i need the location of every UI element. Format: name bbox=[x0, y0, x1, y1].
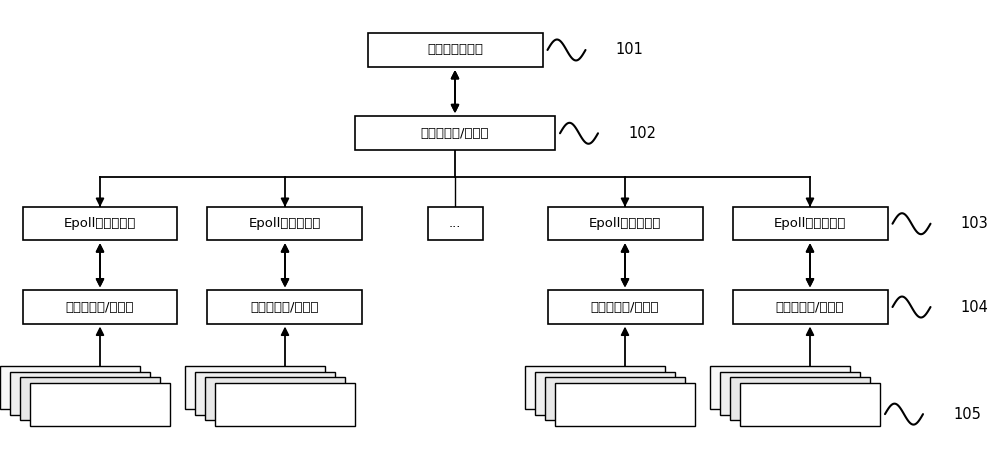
Text: 支路交换机/路由器: 支路交换机/路由器 bbox=[776, 300, 844, 314]
Text: 网络传感器: 网络传感器 bbox=[80, 398, 120, 411]
Bar bbox=[195, 372, 335, 415]
Bar bbox=[30, 383, 170, 426]
Bar bbox=[215, 383, 355, 426]
Text: Epoll网络采集器: Epoll网络采集器 bbox=[64, 217, 136, 230]
Bar bbox=[548, 207, 702, 240]
Bar bbox=[185, 366, 325, 409]
Bar bbox=[545, 377, 685, 420]
Bar bbox=[23, 207, 177, 240]
Text: ...: ... bbox=[449, 217, 461, 230]
Bar bbox=[428, 207, 482, 240]
Bar bbox=[730, 377, 870, 420]
Bar bbox=[548, 290, 702, 324]
Bar bbox=[10, 372, 150, 415]
Text: 支路交换机/路由器: 支路交换机/路由器 bbox=[251, 300, 319, 314]
Text: 采集系统服务器: 采集系统服务器 bbox=[427, 43, 483, 57]
Text: Epoll网络采集器: Epoll网络采集器 bbox=[589, 217, 661, 230]
Bar bbox=[23, 290, 177, 324]
Text: 网络传感器: 网络传感器 bbox=[265, 398, 305, 411]
Bar bbox=[207, 290, 362, 324]
Bar bbox=[732, 290, 888, 324]
Bar bbox=[207, 207, 362, 240]
Text: 支路交换机/路由器: 支路交换机/路由器 bbox=[66, 300, 134, 314]
Text: 主路交换机/路由器: 主路交换机/路由器 bbox=[421, 127, 489, 140]
Bar bbox=[355, 116, 555, 150]
Text: Epoll网络采集器: Epoll网络采集器 bbox=[774, 217, 846, 230]
Bar bbox=[368, 33, 542, 67]
Bar bbox=[525, 366, 665, 409]
Bar bbox=[205, 377, 345, 420]
Text: Epoll网络采集器: Epoll网络采集器 bbox=[249, 217, 321, 230]
Bar bbox=[710, 366, 850, 409]
Bar bbox=[740, 383, 880, 426]
Text: 105: 105 bbox=[953, 407, 981, 422]
Bar bbox=[555, 383, 695, 426]
Bar bbox=[535, 372, 675, 415]
Text: 101: 101 bbox=[616, 42, 643, 58]
Bar bbox=[0, 366, 140, 409]
Bar bbox=[732, 207, 888, 240]
Text: 网络传感器: 网络传感器 bbox=[605, 398, 645, 411]
Text: 网络传感器: 网络传感器 bbox=[790, 398, 830, 411]
Text: 支路交换机/路由器: 支路交换机/路由器 bbox=[591, 300, 659, 314]
Text: 102: 102 bbox=[628, 126, 656, 141]
Bar bbox=[20, 377, 160, 420]
Bar bbox=[720, 372, 860, 415]
Text: 103: 103 bbox=[961, 216, 988, 231]
Text: 104: 104 bbox=[961, 299, 988, 315]
